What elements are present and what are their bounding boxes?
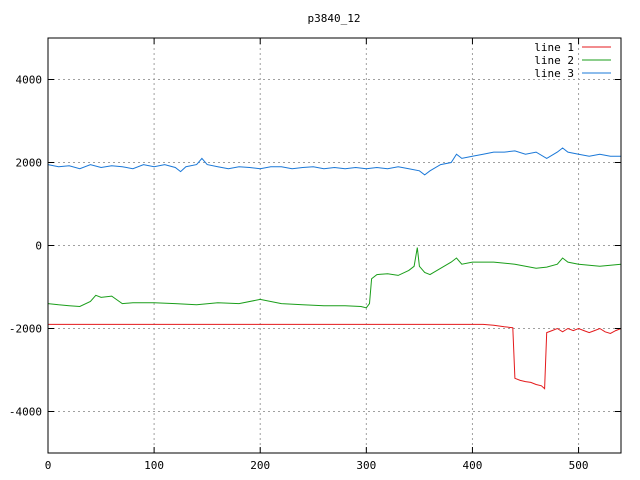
y-tick-label: -2000	[9, 323, 42, 336]
series-line-2	[47, 247, 622, 309]
legend-label: line 3	[534, 67, 574, 80]
y-tick-label: -4000	[9, 406, 42, 419]
plot-area	[47, 147, 622, 390]
x-tick-label: 100	[144, 459, 164, 472]
x-tick-label: 200	[250, 459, 270, 472]
legend-label: line 2	[534, 54, 574, 67]
y-tick-label: 2000	[16, 157, 43, 170]
legend-label: line 1	[534, 41, 574, 54]
x-tick-label: 400	[463, 459, 483, 472]
y-tick-label: 4000	[16, 74, 43, 87]
x-tick-label: 300	[356, 459, 376, 472]
series-line-3	[47, 147, 621, 176]
series-line-1	[48, 323, 622, 390]
x-tick-label: 0	[45, 459, 52, 472]
grid	[48, 38, 621, 453]
y-tick-label: 0	[35, 240, 42, 253]
x-tick-label: 500	[569, 459, 589, 472]
axis-ticks: 0 100 200 300 400 500 -4000 -2000 0 2000 4000	[9, 38, 621, 472]
chart-title: p3840_12	[308, 12, 361, 25]
